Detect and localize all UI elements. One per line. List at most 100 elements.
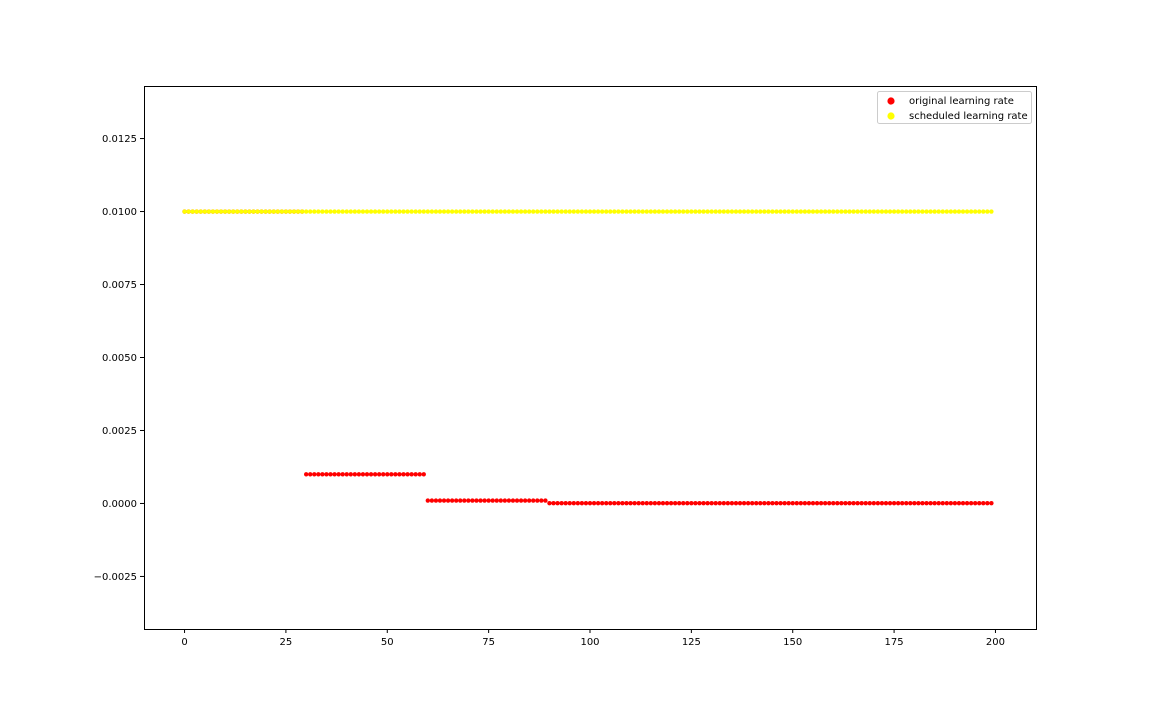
data-point — [798, 209, 804, 214]
data-point — [531, 498, 536, 503]
data-point — [231, 209, 236, 214]
data-point — [636, 209, 641, 214]
data-point — [612, 209, 617, 214]
data-point — [608, 500, 613, 506]
legend-marker-scheduled — [887, 112, 895, 120]
data-point — [571, 500, 576, 506]
data-point — [677, 209, 682, 214]
data-point — [725, 500, 731, 506]
data-point — [506, 498, 512, 503]
data-point — [891, 209, 897, 214]
data-point — [960, 209, 966, 214]
data-point — [393, 209, 398, 214]
data-point — [397, 472, 402, 477]
data-point — [299, 209, 305, 214]
data-point — [977, 209, 982, 214]
data-point — [774, 209, 779, 214]
data-point — [928, 500, 933, 506]
data-point — [575, 500, 581, 506]
data-point — [458, 498, 463, 503]
data-point — [433, 498, 439, 503]
data-point — [389, 209, 394, 214]
data-point — [454, 209, 459, 214]
data-point — [839, 209, 844, 214]
data-point — [668, 209, 674, 214]
data-point — [916, 500, 921, 506]
data-point — [879, 500, 885, 506]
data-point — [247, 209, 252, 214]
data-point — [701, 500, 706, 506]
data-point — [579, 209, 585, 214]
data-point — [632, 500, 637, 506]
data-point — [433, 209, 439, 214]
data-point — [972, 500, 978, 506]
data-point — [551, 500, 556, 506]
data-point — [944, 500, 949, 506]
data-point — [891, 500, 897, 506]
data-point — [599, 209, 605, 214]
data-point — [604, 209, 609, 214]
data-point — [835, 209, 840, 214]
data-point — [936, 209, 941, 214]
data-point — [749, 209, 755, 214]
data-point — [737, 209, 743, 214]
data-point — [956, 209, 962, 214]
data-point — [372, 209, 378, 214]
data-point — [595, 209, 601, 214]
data-point — [887, 500, 893, 506]
data-point — [393, 472, 398, 477]
data-point — [587, 500, 593, 506]
data-point — [547, 500, 552, 506]
data-point — [900, 209, 905, 214]
data-point — [827, 500, 832, 506]
data-point — [916, 209, 921, 214]
data-point — [932, 500, 937, 506]
data-point — [518, 498, 524, 503]
data-point — [214, 209, 220, 214]
data-point — [409, 209, 414, 214]
data-point — [336, 472, 341, 477]
data-point — [616, 209, 621, 214]
data-point — [210, 209, 216, 214]
data-point — [664, 209, 670, 214]
data-point — [741, 209, 747, 214]
data-point — [859, 500, 864, 506]
data-point — [758, 209, 763, 214]
data-point — [964, 500, 970, 506]
data-point — [522, 498, 528, 503]
data-point — [770, 209, 775, 214]
data-point — [952, 209, 958, 214]
data-point — [968, 209, 974, 214]
data-point — [689, 209, 694, 214]
x-tick-label: 100 — [580, 637, 599, 648]
data-point — [717, 500, 722, 506]
data-point — [883, 209, 889, 214]
data-point — [368, 472, 374, 477]
data-point — [449, 209, 455, 214]
data-point — [356, 209, 362, 214]
data-point — [308, 209, 313, 214]
data-point — [733, 500, 739, 506]
data-point — [895, 500, 901, 506]
data-point — [502, 209, 508, 214]
data-point — [802, 500, 808, 506]
data-point — [206, 209, 212, 214]
data-point — [222, 209, 228, 214]
data-point — [563, 209, 568, 214]
data-point — [932, 209, 937, 214]
data-point — [275, 209, 280, 214]
data-point — [559, 500, 564, 506]
data-point — [498, 498, 503, 503]
data-point — [340, 472, 345, 477]
data-point — [745, 500, 751, 506]
data-point — [644, 209, 649, 214]
data-point — [409, 472, 414, 477]
data-point — [875, 500, 881, 506]
data-point — [790, 209, 795, 214]
data-point — [348, 472, 353, 477]
data-point — [709, 209, 714, 214]
data-point — [226, 209, 232, 214]
data-point — [762, 500, 767, 506]
data-point — [526, 498, 532, 503]
data-point — [989, 209, 994, 214]
